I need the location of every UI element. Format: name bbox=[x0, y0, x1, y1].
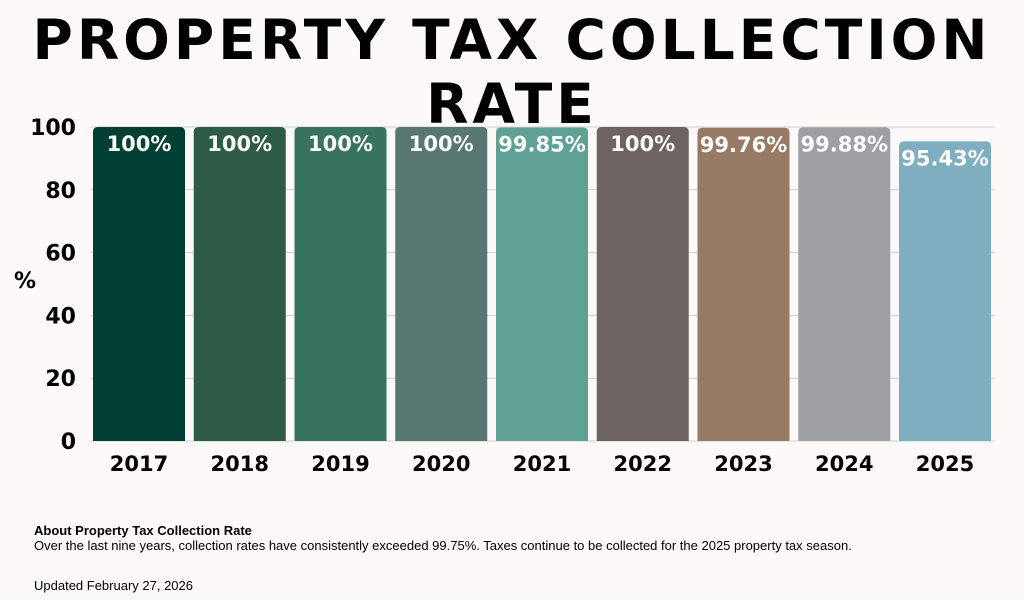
data-label: 100% bbox=[308, 132, 373, 156]
y-tick-label: 0 bbox=[61, 430, 76, 455]
x-tick-label: 2017 bbox=[110, 452, 168, 476]
data-label: 100% bbox=[610, 132, 675, 156]
bar-2022 bbox=[596, 127, 689, 441]
bar-2017 bbox=[93, 127, 185, 441]
x-tick-label: 2019 bbox=[311, 452, 369, 476]
bar-2018 bbox=[193, 127, 286, 441]
bar-2024 bbox=[798, 127, 891, 441]
bar-2021 bbox=[496, 127, 588, 441]
x-tick-label: 2018 bbox=[211, 452, 269, 476]
chart-title: PROPERTY TAX COLLECTION RATE bbox=[32, 8, 992, 136]
about-text: Over the last nine years, collection rat… bbox=[34, 538, 852, 553]
bar-2020 bbox=[395, 127, 488, 441]
y-tick-label: 40 bbox=[45, 304, 76, 329]
data-label: 100% bbox=[107, 132, 172, 156]
y-axis-label: % bbox=[14, 269, 36, 294]
about-section: About Property Tax Collection Rate Over … bbox=[34, 523, 852, 553]
bar-2023 bbox=[697, 127, 790, 441]
y-tick-label: 60 bbox=[45, 242, 76, 267]
data-label: 100% bbox=[207, 132, 272, 156]
updated-date: Updated February 27, 2026 bbox=[34, 578, 193, 593]
y-tick-label: 80 bbox=[45, 179, 76, 204]
data-label: 99.88% bbox=[801, 132, 888, 156]
y-tick-label: 100 bbox=[30, 116, 76, 141]
x-tick-label: 2021 bbox=[513, 452, 571, 476]
data-label: 100% bbox=[409, 132, 474, 156]
x-tick-label: 2023 bbox=[714, 452, 772, 476]
bar-2019 bbox=[294, 127, 387, 441]
x-tick-label: 2024 bbox=[815, 452, 873, 476]
bar-2025 bbox=[899, 141, 991, 441]
y-tick-label: 20 bbox=[45, 367, 76, 392]
about-title: About Property Tax Collection Rate bbox=[34, 523, 252, 538]
x-tick-label: 2025 bbox=[916, 452, 974, 476]
data-label: 99.76% bbox=[700, 133, 787, 157]
x-tick-label: 2020 bbox=[412, 452, 470, 476]
data-label: 99.85% bbox=[498, 132, 585, 156]
data-label: 95.43% bbox=[901, 146, 988, 170]
x-tick-label: 2022 bbox=[614, 452, 672, 476]
